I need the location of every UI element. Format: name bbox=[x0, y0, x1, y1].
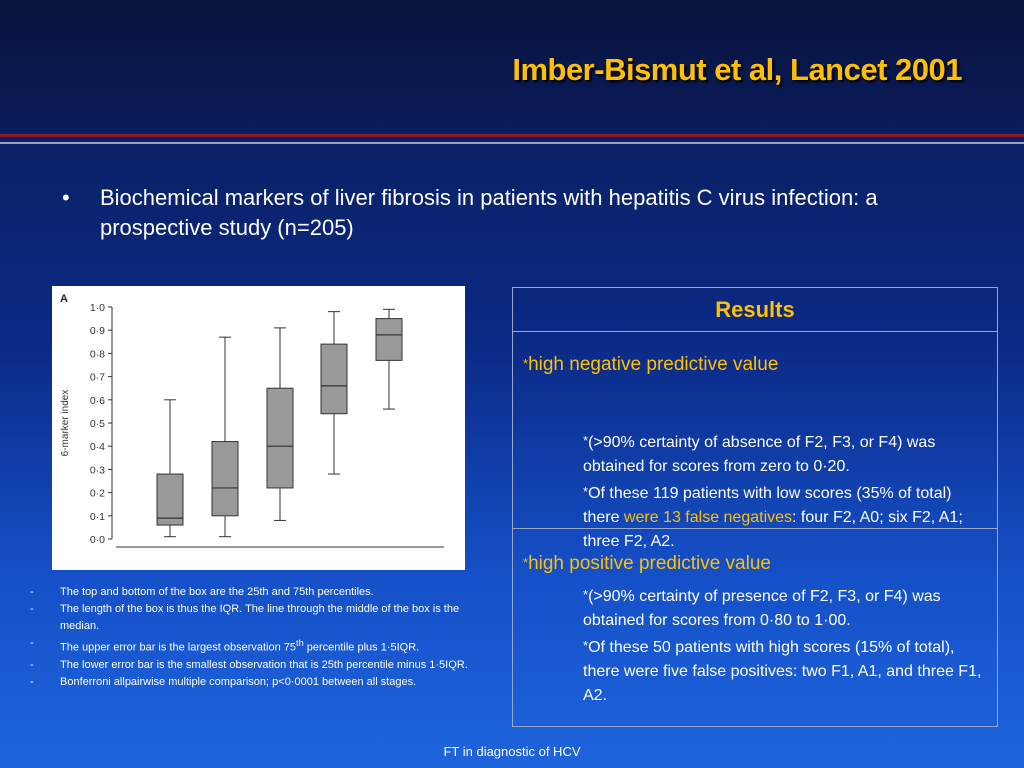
note-dash: - bbox=[30, 637, 34, 649]
star-bullet-icon: * bbox=[583, 433, 589, 448]
y-tick-label: 0·6 bbox=[90, 395, 105, 407]
ppv-item-2-body: Of these 50 patients with high scores (1… bbox=[583, 639, 982, 704]
note-text-continued: percentile plus 1·5IQR. bbox=[303, 641, 420, 654]
npv-item-1-body: (>90% certainty of absence of F2, F3, or… bbox=[583, 434, 936, 475]
study-description: Biochemical markers of liver fibrosis in… bbox=[100, 185, 878, 240]
bullet-symbol: • bbox=[62, 185, 70, 210]
note-item: - The top and bottom of the box are the … bbox=[30, 584, 482, 601]
note-text: The lower error bar is the smallest obse… bbox=[60, 658, 468, 671]
false-negatives-highlight: were 13 false negatives bbox=[623, 509, 793, 526]
boxplot-chart: A 0·0 0·1 0·2 0·3 0·4 0·5 0·6 0·7 0·8 0·9 1·0 6-mark… bbox=[52, 286, 465, 570]
star-bullet-icon: * bbox=[523, 356, 529, 371]
note-dash: - bbox=[30, 658, 34, 671]
npv-title-text: high negative predictive value bbox=[528, 354, 779, 375]
y-tick-label: 1·0 bbox=[90, 302, 105, 314]
note-dash: - bbox=[30, 675, 34, 688]
note-item: - The upper error bar is the largest obs… bbox=[30, 635, 482, 657]
slide-footer: FT in diagnostic of HCV bbox=[443, 744, 581, 759]
note-text: The upper error bar is the largest obser… bbox=[60, 641, 297, 654]
note-dash: - bbox=[30, 603, 34, 615]
y-tick-label: 0·2 bbox=[90, 488, 105, 500]
iqr-box bbox=[211, 441, 239, 517]
note-text: Bonferroni allpairwise multiple comparis… bbox=[60, 675, 417, 688]
ppv-title: *high positive predictive value bbox=[523, 553, 771, 575]
y-tick-label: 0·3 bbox=[90, 464, 105, 476]
y-tick-label: 0·7 bbox=[90, 372, 105, 384]
npv-item-2-tail: : four F2, A0; six F2, A1; three F2, A2. bbox=[583, 509, 963, 550]
y-tick-label: 0·1 bbox=[90, 511, 105, 523]
y-tick-label: 0·5 bbox=[90, 418, 105, 430]
star-bullet-icon: * bbox=[583, 638, 589, 653]
star-bullet-icon: * bbox=[583, 587, 589, 602]
y-tick-label: 0·8 bbox=[90, 348, 105, 360]
npv-item-2-body: Of these 119 patients with low scores (3… bbox=[583, 485, 952, 526]
npv-section: *high negative predictive value *(>90% c… bbox=[513, 332, 997, 550]
header-band bbox=[0, 0, 1024, 132]
note-item: - The lower error bar is the smallest ob… bbox=[30, 657, 482, 674]
ppv-item-2: *Of these 50 patients with high scores (… bbox=[583, 634, 983, 708]
note-item: - The length of the box is thus the IQR.… bbox=[30, 601, 482, 635]
iqr-box bbox=[320, 343, 348, 415]
panel-label: A bbox=[60, 293, 68, 305]
npv-item-2: *Of these 119 patients with low scores (… bbox=[583, 480, 983, 554]
boxplot-svg: A 0·0 0·1 0·2 0·3 0·4 0·5 0·6 0·7 0·8 0·9 1·0 6-mark… bbox=[60, 293, 444, 548]
note-text: The length of the box is thus the IQR. T… bbox=[60, 603, 460, 632]
ppv-item-1-body: (>90% certainty of presence of F2, F3, o… bbox=[583, 588, 941, 629]
results-table: Results *high negative predictive value … bbox=[512, 287, 998, 727]
star-bullet-icon: * bbox=[523, 555, 529, 570]
y-tick-label: 0·9 bbox=[90, 325, 105, 337]
note-text: The top and bottom of the box are the 25… bbox=[60, 586, 374, 598]
note-dash: - bbox=[30, 586, 34, 598]
ppv-title-text: high positive predictive value bbox=[528, 553, 771, 574]
y-tick-label: 0·4 bbox=[90, 441, 105, 453]
iqr-box bbox=[266, 387, 294, 489]
chart-notes: - The top and bottom of the box are the … bbox=[30, 584, 482, 691]
slide-title: Imber-Bismut et al, Lancet 2001 bbox=[512, 52, 962, 87]
star-bullet-icon: * bbox=[583, 484, 589, 499]
y-axis-label: 6-marker index bbox=[60, 390, 71, 457]
npv-item-1-text: *(>90% certainty of absence of F2, F3, o… bbox=[583, 429, 983, 479]
y-tick-label: 0·0 bbox=[90, 534, 105, 546]
results-header: Results bbox=[513, 288, 997, 332]
iqr-box bbox=[375, 318, 403, 361]
iqr-box bbox=[156, 473, 184, 526]
npv-title: *high negative predictive value bbox=[523, 354, 778, 376]
note-item: - Bonferroni allpairwise multiple compar… bbox=[30, 674, 482, 691]
note-superscript: th bbox=[296, 638, 304, 648]
ppv-item-1: *(>90% certainty of presence of F2, F3, … bbox=[583, 583, 983, 633]
divider-line-thin bbox=[0, 142, 1024, 144]
divider-line bbox=[0, 134, 1024, 137]
